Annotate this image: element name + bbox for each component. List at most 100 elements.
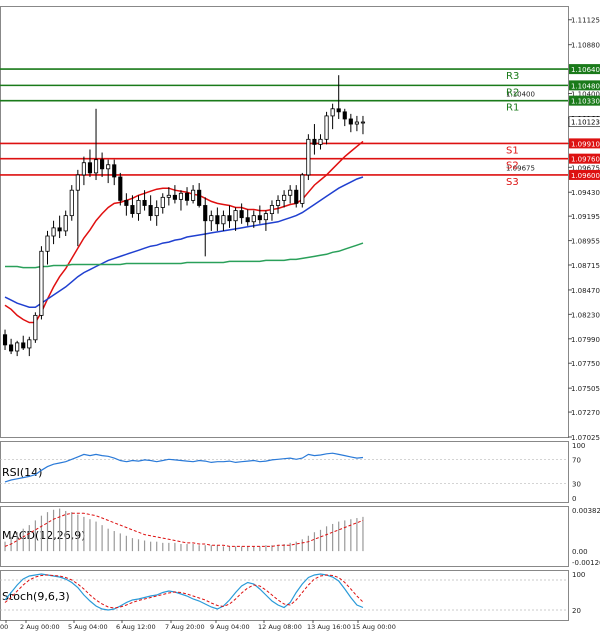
candle [191,185,196,204]
candle [324,111,329,145]
candle-body [294,189,299,204]
candle [75,169,80,247]
candle-body [282,194,287,201]
candle [112,159,117,186]
candle [63,210,68,237]
candle-body [93,159,99,174]
candle [184,187,190,206]
candle [57,215,62,239]
candle-body [233,210,238,222]
candle-body [197,189,202,206]
candle [136,195,141,221]
candle-body [160,196,165,208]
y-tick-label: 1.07270 [571,409,600,417]
candle-body [269,205,275,215]
candle-body [191,189,196,201]
candle [348,113,353,133]
y-tick-label: 1.10880 [571,42,600,50]
candle-body [227,215,232,222]
candle-body [81,162,86,176]
candle [69,185,74,221]
candle-body [27,339,32,349]
rsi-tick-label: 0 [572,495,576,503]
y-tick-label: 1.07750 [571,360,600,368]
panel-frame [0,441,569,503]
candle-body [209,215,214,222]
level-tag-bg [569,153,600,164]
time-axis: 00 2 Aug 00:00 5 Aug 04:00 6 Aug 12:00 7 Aug… [0,620,396,631]
candle [360,115,366,135]
candle [269,200,275,221]
candle [227,205,232,228]
candle-body [257,215,262,221]
macd-tick-label: 0.00 [572,548,588,556]
candle-body [45,235,50,252]
candle [45,230,50,265]
candle-body [166,194,171,198]
candle-body [51,227,56,237]
price-tags: 1.10123 [568,116,600,128]
candle-body [306,138,311,176]
candle-body [33,314,38,341]
candle-body [221,215,226,225]
candle [209,210,214,231]
candle-body [124,199,129,206]
candle-body [318,138,323,145]
x-tick-label: 2 Aug 00:00 [20,623,60,631]
candle [203,197,208,257]
y-tick-label: 1.07990 [571,336,600,344]
candle [124,193,129,216]
rsi-label: RSI(14) [2,466,42,479]
level-tag-text: 1.09600 [571,172,600,180]
candlesticks [2,75,366,357]
candle-body [21,342,26,349]
candle [178,190,184,211]
candle [294,185,299,208]
level-label-r2: R2 [506,87,519,98]
level-label-s3: S3 [506,177,519,188]
y-tick-label: 1.08230 [571,311,600,319]
candle [197,183,202,208]
candle [354,115,359,132]
candle [306,134,311,181]
candle-body [184,192,190,201]
candle-body [251,215,256,223]
x-tick-label: 9 Aug 04:00 [210,623,250,631]
candle-body [354,121,359,125]
candle-body [312,138,317,145]
y-tick-label: 1.08955 [571,238,600,246]
candle [215,207,220,231]
candle [2,329,8,350]
y-tick-label: 1.09195 [571,213,600,221]
stoch-panel: Stoch(9,6,3) 100 20 [0,571,585,615]
candle [33,312,38,343]
candle-body [112,164,117,178]
candle-body [106,164,111,170]
rsi-tick-label: 100 [572,442,585,450]
macd-signal-line [4,512,364,547]
candle [160,193,165,214]
candle-body [9,344,14,352]
y-tick-label: 1.09675 [571,164,600,172]
candle [245,209,250,226]
candle-body [154,207,159,217]
level-tag-text: 1.10330 [571,98,600,106]
candle-body [57,227,62,232]
candle [288,185,293,204]
x-tick-label: 6 Aug 12:00 [116,623,156,631]
level-tag-text: 1.10480 [571,82,600,90]
pivot-levels: R31.10640R21.10480R11.10330S11.09910S21.… [0,64,600,188]
candle [21,335,26,350]
candle [118,172,123,206]
candle [312,124,317,155]
candle-body [39,250,44,316]
y-tick-label: 1.11125 [571,17,600,25]
axis-extra-label: 1.09675 [506,164,535,172]
rsi-tick-label: 70 [572,456,581,464]
candle-body [360,121,366,124]
panel-frames [0,6,569,621]
axis-extra-label: 1.10400 [506,91,535,99]
x-tick-label: 7 Aug 20:00 [165,623,205,631]
x-tick-label: 00 [0,623,8,631]
